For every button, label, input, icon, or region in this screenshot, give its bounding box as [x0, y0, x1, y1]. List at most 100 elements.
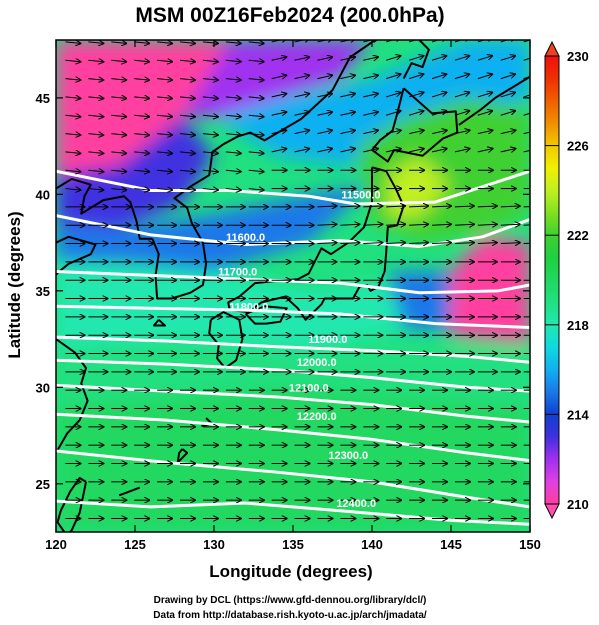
y-tick-label: 45	[36, 91, 50, 106]
wind-arrow	[454, 56, 469, 61]
wind-arrow	[88, 60, 103, 61]
wind-arrow	[111, 134, 126, 135]
wind-arrow	[477, 130, 493, 133]
wind-arrow	[225, 42, 241, 43]
wind-arrow	[225, 170, 241, 171]
wind-arrow	[65, 134, 80, 135]
height-contour	[56, 169, 530, 206]
wind-arrow	[179, 152, 195, 153]
height-contour	[56, 304, 530, 329]
colorbar-min-arrow	[544, 503, 560, 520]
wind-arrow	[500, 224, 520, 225]
wind-arrow	[248, 152, 264, 153]
temperature-region	[56, 40, 230, 176]
wind-arrow	[454, 224, 474, 225]
colorbar-tick-label: 222	[567, 228, 589, 243]
korea-east-coast	[151, 143, 225, 300]
wind-arrow	[386, 243, 405, 244]
wind-arrow	[386, 224, 405, 225]
wind-arrow	[454, 74, 469, 80]
wind-arrow	[202, 42, 218, 43]
wind-arrow	[340, 243, 359, 244]
wind-arrow	[340, 57, 355, 60]
wind-arrow	[386, 56, 400, 61]
wind-arrow	[225, 115, 241, 116]
height-contours	[56, 169, 530, 526]
colorbar-ramp	[545, 56, 559, 504]
wind-arrow	[317, 112, 332, 115]
wind-arrow	[88, 115, 103, 116]
wind-arrow	[294, 149, 310, 152]
wind-arrow	[248, 60, 264, 61]
temperature-region	[56, 184, 372, 272]
wind-arrow	[363, 206, 382, 207]
wind-arrow	[202, 79, 218, 80]
shikoku-coast	[244, 305, 288, 325]
wind-arrow	[317, 94, 332, 97]
temperature-region	[56, 117, 214, 230]
wind-arrow	[431, 130, 447, 133]
contour-label: 11500.0	[341, 189, 380, 201]
wind-arrow	[317, 149, 332, 152]
wind-arrow	[317, 206, 336, 207]
wind-arrow	[179, 97, 195, 98]
contour-label: 12200.0	[297, 411, 337, 423]
wind-arrow	[248, 97, 264, 98]
wind-arrow	[111, 152, 126, 153]
wind-arrow	[225, 60, 241, 61]
wind-arrow	[408, 56, 423, 61]
kuril-coast	[458, 75, 530, 126]
wind-arrow	[134, 60, 149, 61]
wind-arrow	[500, 92, 515, 98]
wind-arrow	[225, 152, 241, 153]
wind-vectors	[65, 40, 530, 518]
wind-arrow	[248, 170, 264, 171]
wind-arrow	[523, 149, 530, 153]
wind-arrow	[477, 40, 492, 43]
x-axis-label: Longitude (degrees)	[209, 562, 372, 581]
wind-arrow	[111, 170, 126, 171]
wind-arrow	[500, 56, 515, 61]
temperature-region	[214, 40, 530, 166]
wind-arrow	[157, 170, 172, 171]
wind-arrow	[523, 40, 530, 43]
wind-arrow	[111, 115, 126, 116]
wind-arrow	[386, 92, 400, 98]
wind-arrow	[294, 94, 310, 97]
y-tick-label: 40	[36, 187, 50, 202]
wind-arrow	[500, 243, 520, 244]
wind-arrow	[432, 224, 451, 225]
wind-arrow	[179, 60, 195, 61]
wind-arrow	[157, 189, 172, 190]
temperature-region	[182, 40, 372, 118]
plot-area: 11500.0 11600.0 11700.0 11800.0 11900.0 12000…	[56, 40, 530, 532]
wind-arrow	[477, 56, 492, 61]
wind-arrow	[432, 243, 451, 244]
wind-arrow	[363, 112, 378, 115]
y-tick-label: 35	[36, 284, 50, 299]
contour-label: 12100.0	[289, 382, 329, 394]
wind-arrow	[386, 130, 401, 133]
chart-title: MSM 00Z16Feb2024 (200.0hPa)	[135, 4, 444, 27]
y-tick-label: 30	[36, 380, 50, 395]
wind-arrow	[157, 42, 172, 43]
wind-arrow	[363, 75, 378, 78]
kyushu-coast	[208, 311, 244, 369]
colorbar: 210 214 218 222 226 230	[544, 40, 589, 520]
wind-arrow	[179, 79, 195, 80]
wind-arrow	[454, 206, 474, 207]
wind-arrow	[157, 134, 172, 135]
wind-arrow	[65, 42, 80, 43]
wind-arrow	[65, 79, 80, 80]
wind-arrow	[500, 74, 515, 80]
wind-arrow	[454, 40, 469, 43]
wind-arrow	[157, 60, 172, 61]
wind-arrow	[340, 130, 355, 133]
wind-arrow	[271, 149, 287, 152]
wind-arrow	[363, 149, 378, 152]
wind-arrow	[294, 75, 310, 78]
wind-arrow	[271, 57, 287, 60]
wind-arrow	[363, 224, 382, 225]
korea-west-coast	[56, 177, 153, 240]
